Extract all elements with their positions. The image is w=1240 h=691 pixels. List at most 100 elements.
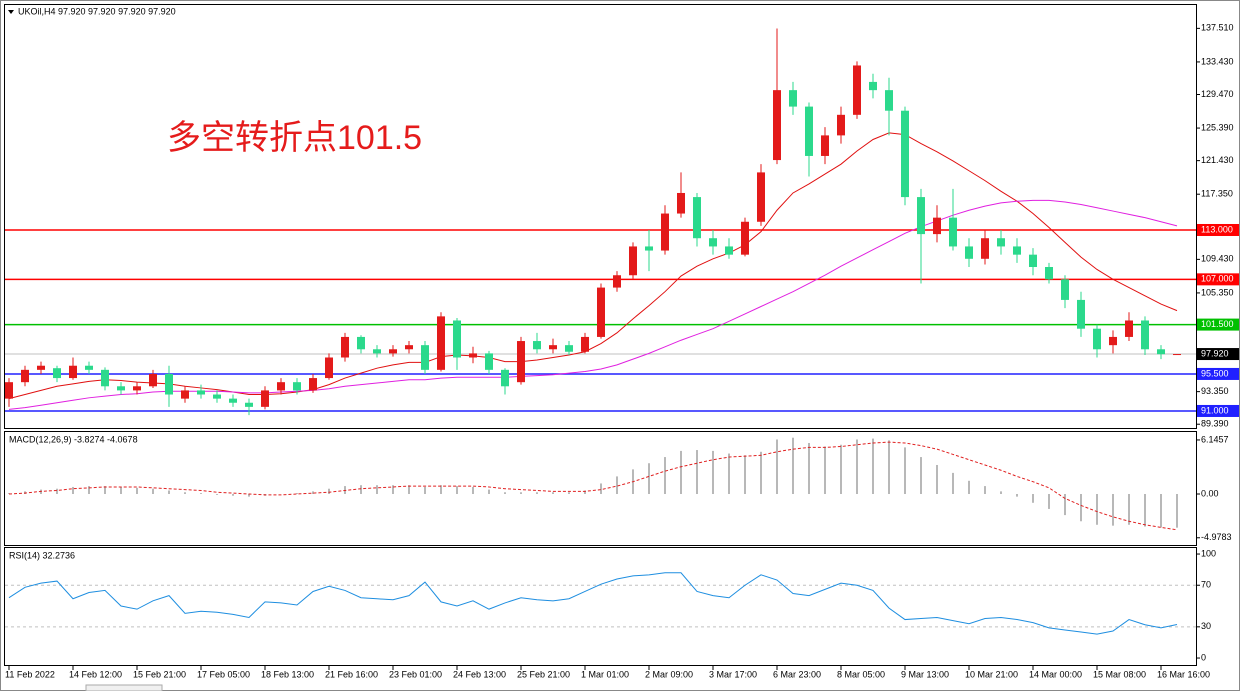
main-panel-frame [4, 4, 1197, 429]
macd-bar [776, 439, 778, 494]
candle-body [1061, 279, 1069, 300]
macd-bar [712, 450, 714, 494]
candle-body [805, 106, 813, 156]
macd-bar [152, 488, 154, 494]
menu-arrow[interactable] [8, 10, 14, 14]
candle-body [85, 365, 93, 370]
candle-body [101, 369, 109, 387]
y-tick-label: 105.350 [1201, 287, 1234, 297]
macd-bar [1048, 493, 1050, 509]
macd-bar [568, 492, 570, 494]
candle-body [821, 135, 829, 156]
x-tick-label: 6 Mar 23:00 [773, 669, 821, 679]
y-tick-label: 6.1457 [1201, 434, 1229, 444]
macd-bar [328, 488, 330, 494]
candle-body [133, 386, 141, 391]
macd-bar [504, 492, 506, 494]
macd-bar [184, 492, 186, 494]
candle-body [53, 368, 61, 379]
candle-body [549, 345, 557, 350]
macd-bar [392, 485, 394, 494]
level-label-box [1197, 318, 1239, 331]
x-tick-label: 14 Mar 00:00 [1029, 669, 1082, 679]
macd-bar [824, 446, 826, 494]
macd-bar [1016, 493, 1018, 497]
macd-bar [600, 483, 602, 494]
tab[interactable] [85, 684, 163, 691]
candle-body [693, 197, 701, 239]
candle-body [325, 357, 333, 379]
candle-body [533, 341, 541, 350]
y-tick-label: -4.9783 [1201, 532, 1232, 542]
macd-panel-frame [4, 431, 1197, 546]
candle-body [405, 345, 413, 350]
x-tick-label: 3 Mar 17:00 [709, 669, 757, 679]
candle-body [117, 386, 125, 391]
macd-bar [72, 486, 74, 494]
macd-bar [1176, 493, 1178, 528]
macd-bar [952, 472, 954, 494]
candle-body [789, 90, 797, 107]
candle-body [1125, 320, 1133, 337]
macd-bar [904, 447, 906, 494]
macd-bar [104, 486, 106, 494]
x-tick-label: 16 Mar 16:00 [1157, 669, 1210, 679]
candle-body [869, 81, 877, 91]
candle-body [885, 90, 893, 111]
macd-bar [808, 442, 810, 494]
x-tick-label: 21 Feb 16:00 [325, 669, 378, 679]
macd-bar [536, 492, 538, 494]
macd-bar [984, 486, 986, 494]
x-tick-label: 14 Feb 12:00 [69, 669, 122, 679]
candle-body [437, 316, 445, 370]
y-tick-label: 125.390 [1201, 122, 1234, 132]
rsi-panel-frame [4, 547, 1197, 666]
x-tick-label: 18 Feb 13:00 [261, 669, 314, 679]
x-tick-label: 8 Mar 05:00 [837, 669, 885, 679]
candle-body [389, 349, 397, 354]
candle-body [69, 365, 77, 379]
y-tick-label: 93.350 [1201, 386, 1229, 396]
macd-bar [200, 493, 202, 494]
macd-bar [1032, 493, 1034, 503]
candle-body [357, 336, 365, 350]
y-tick-label: 30 [1201, 621, 1211, 631]
candle-body [229, 398, 237, 403]
candle-body [1045, 267, 1053, 280]
macd-bar [88, 486, 90, 494]
x-tick-label: 2 Mar 09:00 [645, 669, 693, 679]
macd-bar [168, 490, 170, 494]
candle-body [469, 353, 477, 358]
candle-body [21, 369, 29, 383]
macd-bar [248, 493, 250, 497]
candle-body [5, 382, 13, 399]
y-tick-label: 70 [1201, 580, 1211, 590]
candle-body [725, 246, 733, 255]
candle-body [213, 394, 221, 399]
candle-body [661, 213, 669, 251]
candle-body [597, 287, 605, 337]
macd-bar [296, 493, 298, 494]
macd-bar [56, 488, 58, 494]
candle-body [949, 217, 957, 247]
candle-body [741, 221, 749, 255]
candle-body [645, 246, 653, 251]
last-price-box [1197, 348, 1239, 361]
candle-body [373, 349, 381, 354]
candle-body [1029, 254, 1037, 268]
macd-bar [232, 493, 234, 496]
y-tick-label: 137.510 [1201, 23, 1234, 33]
candle-body [1157, 349, 1165, 355]
candle-body [165, 373, 173, 395]
y-tick-label: 89.390 [1201, 419, 1229, 429]
macd-bar [1144, 493, 1146, 527]
macd-bar [616, 476, 618, 494]
macd-bar [1080, 493, 1082, 522]
macd-bar [840, 444, 842, 494]
macd-bar [664, 457, 666, 494]
macd-bar [1128, 493, 1130, 525]
candle-body [933, 217, 941, 235]
level-label: 91.000 [1201, 405, 1229, 415]
